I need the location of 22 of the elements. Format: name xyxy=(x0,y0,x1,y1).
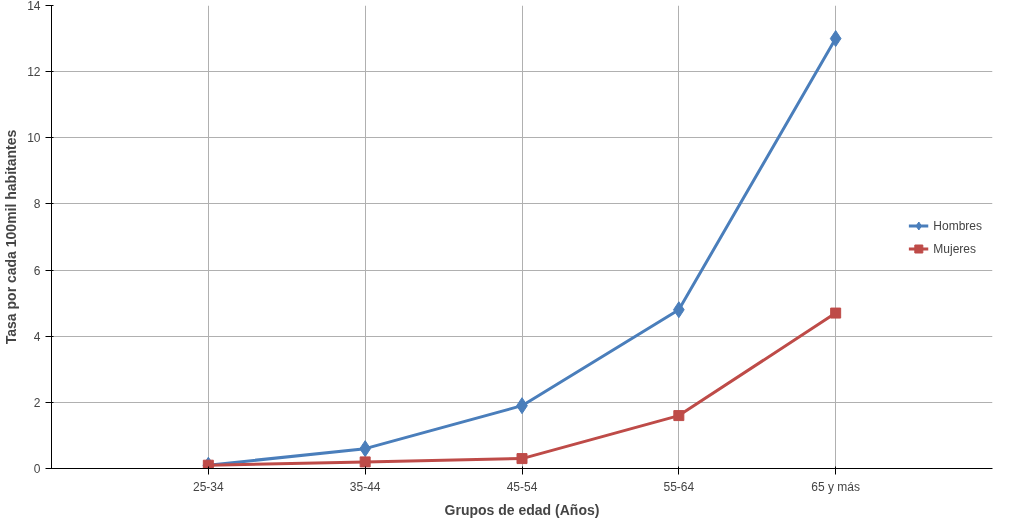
x-tick-label: 65 y más xyxy=(811,479,861,494)
y-tick-label: 0 xyxy=(33,462,41,476)
x-tick-label: 25-34 xyxy=(192,479,225,494)
y-tick-label: 6 xyxy=(33,263,41,278)
y-tick-label: 14 xyxy=(27,0,41,13)
point xyxy=(829,30,842,48)
x-tick-label: 35-44 xyxy=(349,479,381,494)
point xyxy=(516,453,528,465)
y-tick-label: 4 xyxy=(33,329,41,344)
y-tick-label: 12 xyxy=(27,65,41,80)
point xyxy=(673,410,685,422)
legend-label: Mujeres xyxy=(933,241,976,255)
point xyxy=(359,456,371,468)
y-tick-label: 8 xyxy=(33,197,41,212)
x-tick-label: 45-54 xyxy=(506,479,538,494)
y-tick-label: 10 xyxy=(27,131,41,146)
legend-label: Hombres xyxy=(933,218,982,232)
point xyxy=(830,307,842,319)
y-axis-title: Tasa por cada 100mil habitantes xyxy=(3,129,20,345)
y-tick-label: 2 xyxy=(33,395,41,410)
x-axis-title: Grupos de edad (Años) xyxy=(444,501,600,518)
x-tick-label: 55-64 xyxy=(663,479,695,494)
